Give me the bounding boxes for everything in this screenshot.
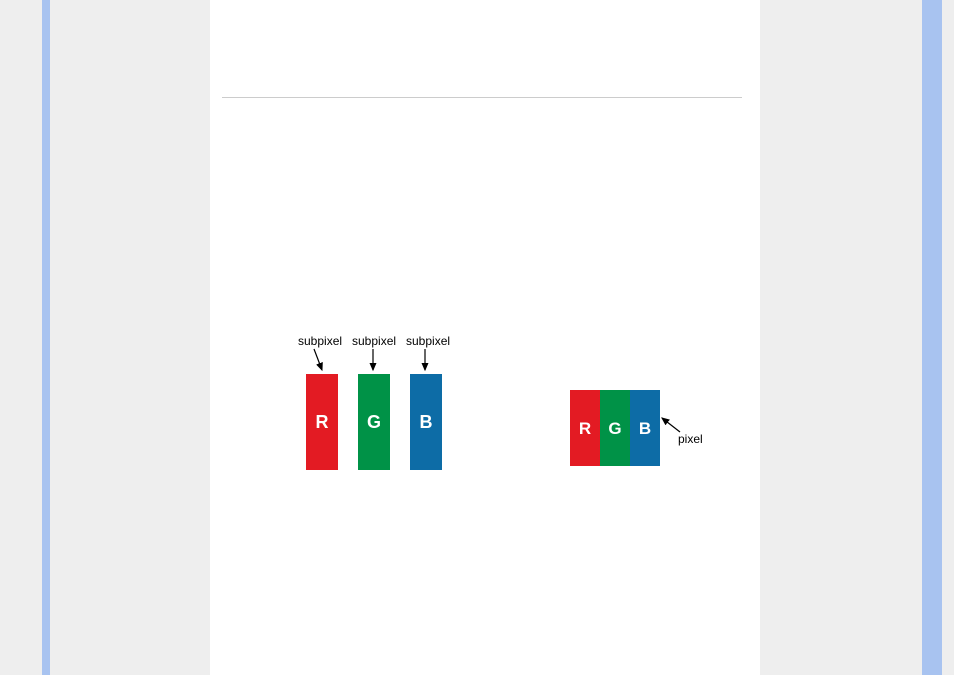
left-accent-strip (42, 0, 50, 675)
subpixel-arrow-0 (314, 349, 322, 370)
right-accent-strip (922, 0, 942, 675)
rgb-diagram: RGBsubpixelsubpixelsubpixelRGBpixel (210, 0, 760, 675)
document-page: RGBsubpixelsubpixelsubpixelRGBpixel (210, 0, 760, 675)
arrow-overlay (210, 0, 760, 675)
pixel-arrow (662, 418, 680, 432)
